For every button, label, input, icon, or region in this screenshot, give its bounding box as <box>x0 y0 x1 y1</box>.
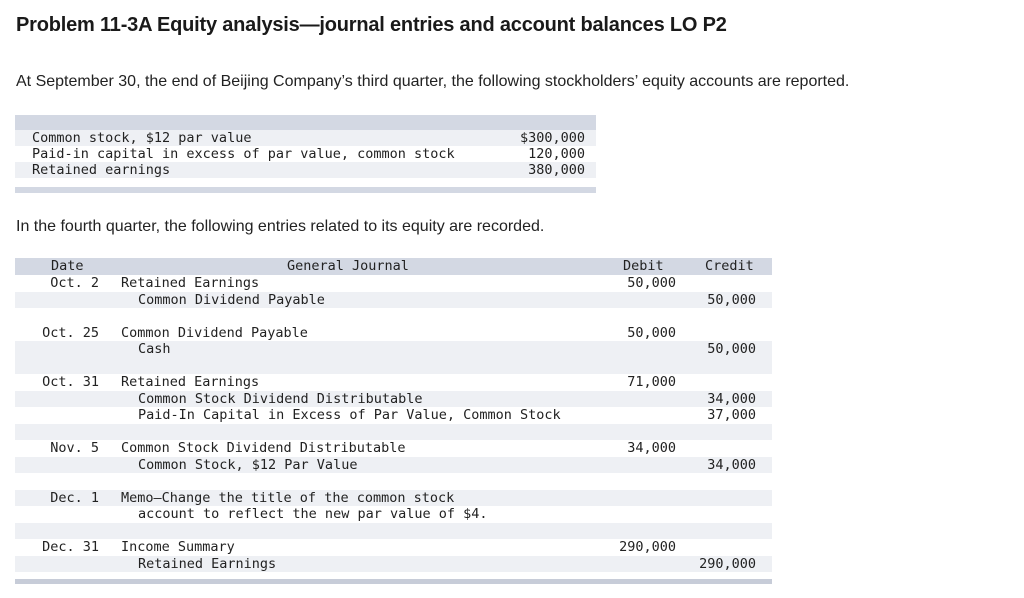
problem-title: Problem 11-3A Equity analysis—journal en… <box>16 14 727 36</box>
journal-spacer <box>15 357 772 374</box>
entry-date: Dec. 31 <box>42 539 99 555</box>
equity-table-header-bar <box>15 115 596 130</box>
equity-row-amount: 120,000 <box>528 146 585 162</box>
header-general-journal: General Journal <box>287 258 409 274</box>
header-date: Date <box>51 258 84 274</box>
intro-text: At September 30, the end of Beijing Comp… <box>16 73 850 90</box>
journal-line: Oct. 2 Retained Earnings 50,000 <box>15 275 772 292</box>
debit-amount: 71,000 <box>627 374 676 390</box>
journal-spacer <box>15 423 772 440</box>
journal-line: Paid-In Capital in Excess of Par Value, … <box>15 407 772 424</box>
header-debit: Debit <box>623 258 664 274</box>
credit-amount: 34,000 <box>707 456 756 473</box>
credit-amount: 50,000 <box>707 341 756 357</box>
account-debited: Retained Earnings <box>121 374 260 390</box>
equity-table-footer-bar <box>15 187 596 193</box>
journal-header: Date General Journal Debit Credit <box>15 258 772 275</box>
journal-line: Oct. 25 Common Dividend Payable 50,000 <box>15 325 772 342</box>
equity-accounts-table: Common stock, $12 par value $300,000 Pai… <box>15 115 596 193</box>
debit-amount: 290,000 <box>619 539 676 555</box>
memo-text: account to reflect the new par value of … <box>138 506 488 522</box>
debit-amount: 50,000 <box>627 275 676 291</box>
memo-text: Memo—Change the title of the common stoc… <box>121 489 455 506</box>
entry-date: Nov. 5 <box>50 440 99 456</box>
credit-amount: 34,000 <box>707 390 756 407</box>
account-debited: Income Summary <box>121 539 235 555</box>
journal-line: Oct. 31 Retained Earnings 71,000 <box>15 374 772 391</box>
general-journal-table: Date General Journal Debit Credit Oct. 2… <box>15 258 772 584</box>
journal-line: Nov. 5 Common Stock Dividend Distributab… <box>15 440 772 457</box>
credit-amount: 290,000 <box>699 555 756 572</box>
account-credited: Common Stock, $12 Par Value <box>138 456 358 473</box>
account-debited: Common Dividend Payable <box>121 324 308 341</box>
header-credit: Credit <box>705 258 754 274</box>
credit-amount: 50,000 <box>707 291 756 308</box>
debit-amount: 34,000 <box>627 440 676 456</box>
journal-line: Retained Earnings 290,000 <box>15 555 772 572</box>
equity-row-amount: $300,000 <box>519 130 585 146</box>
account-credited: Retained Earnings <box>138 555 277 572</box>
journal-line: account to reflect the new par value of … <box>15 506 772 523</box>
debit-amount: 50,000 <box>627 324 676 341</box>
account-debited: Retained Earnings <box>121 275 260 291</box>
entry-date: Oct. 2 <box>50 275 99 291</box>
account-credited: Common Stock Dividend Distributable <box>138 390 423 407</box>
journal-line: Dec. 1 Memo—Change the title of the comm… <box>15 489 772 506</box>
equity-row: Retained earnings 380,000 <box>15 162 596 178</box>
entry-date: Oct. 31 <box>42 374 99 390</box>
journal-line: Dec. 31 Income Summary 290,000 <box>15 539 772 556</box>
journal-line: Common Dividend Payable 50,000 <box>15 291 772 308</box>
journal-line: Common Stock Dividend Distributable 34,0… <box>15 390 772 407</box>
account-credited: Paid-In Capital in Excess of Par Value, … <box>138 407 561 423</box>
account-debited: Common Stock Dividend Distributable <box>121 440 406 456</box>
fourth-quarter-text: In the fourth quarter, the following ent… <box>16 218 545 235</box>
entry-date: Dec. 1 <box>50 489 99 506</box>
equity-row-label: Retained earnings <box>32 162 171 178</box>
account-credited: Common Dividend Payable <box>138 291 325 308</box>
equity-row-label: Paid-in capital in excess of par value, … <box>32 146 455 162</box>
journal-line: Common Stock, $12 Par Value 34,000 <box>15 456 772 473</box>
journal-line: Cash 50,000 <box>15 341 772 358</box>
equity-row-label: Common stock, $12 par value <box>32 130 252 146</box>
journal-spacer <box>15 522 772 539</box>
equity-row-amount: 380,000 <box>528 162 585 178</box>
account-credited: Cash <box>138 341 171 357</box>
equity-row: Common stock, $12 par value $300,000 <box>15 130 596 146</box>
equity-row: Paid-in capital in excess of par value, … <box>15 146 596 162</box>
entry-date: Oct. 25 <box>42 324 99 341</box>
credit-amount: 37,000 <box>707 407 756 423</box>
journal-footer-bar <box>15 579 772 584</box>
